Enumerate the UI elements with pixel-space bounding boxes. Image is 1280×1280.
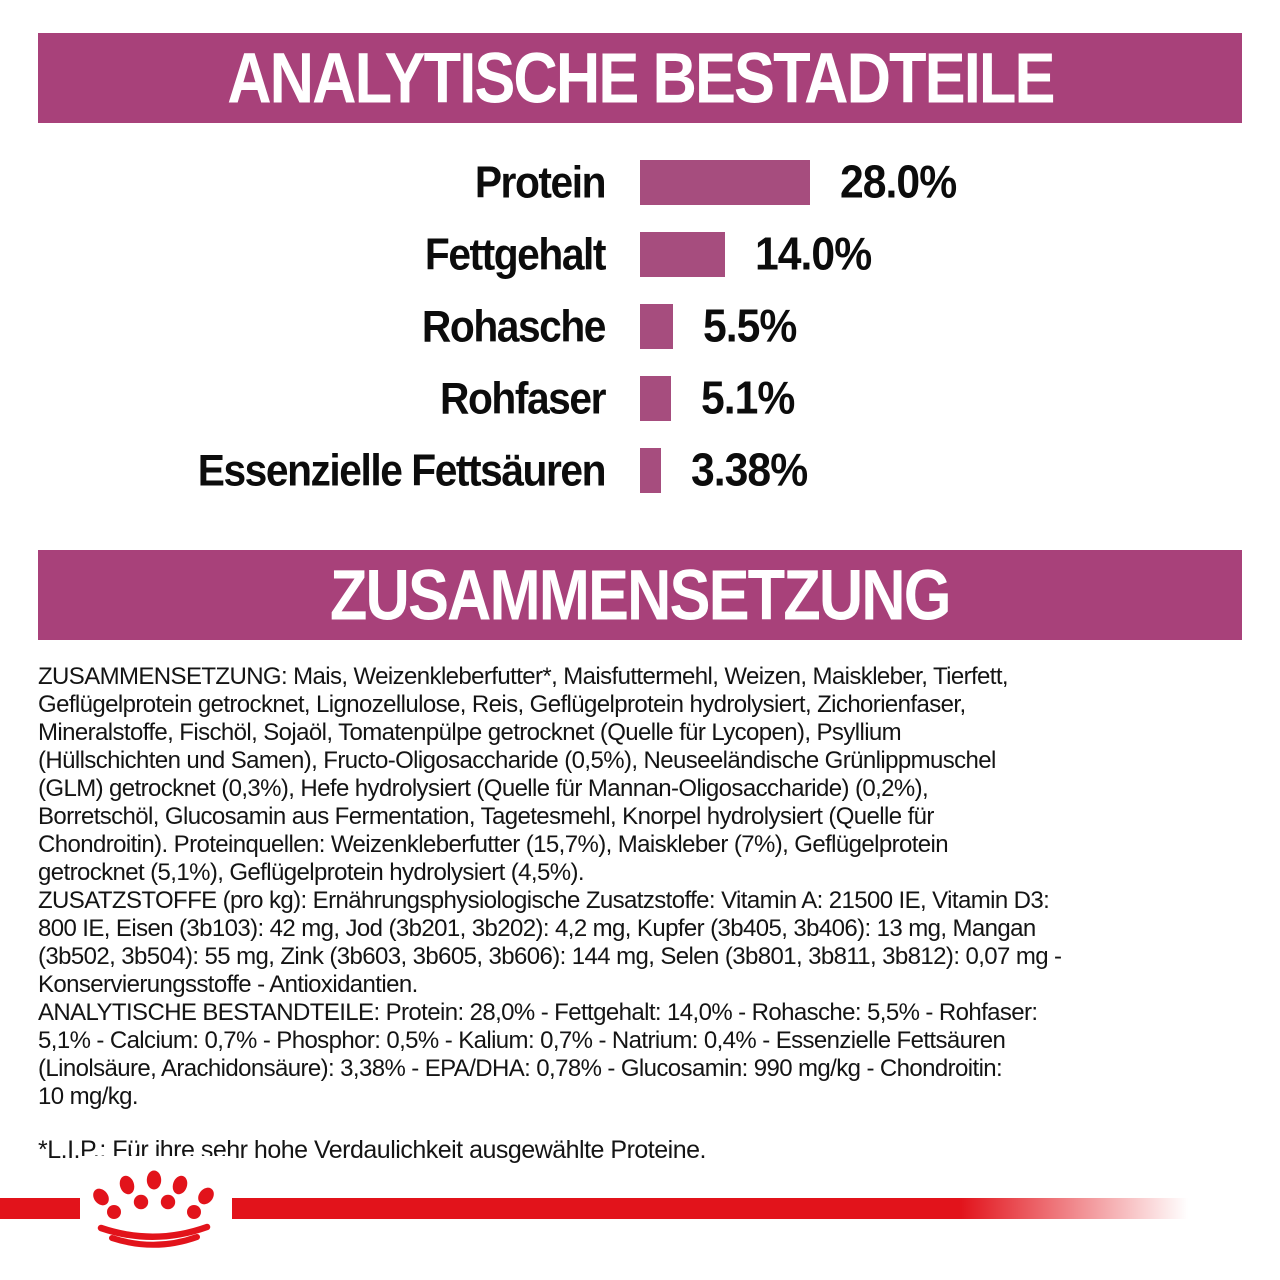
- body-line: ZUSATZSTOFFE (pro kg): Ernährungsphysiol…: [38, 887, 1050, 914]
- chart-category-label: Protein: [474, 157, 607, 207]
- body-line: Geflügelprotein getrocknet, Lignozellulo…: [38, 691, 966, 718]
- body-line: (Hüllschichten und Samen), Fructo-Oligos…: [38, 747, 996, 774]
- analytical-section-title: ANALYTISCHE BESTADTEILE: [226, 37, 1055, 119]
- chart-row: Rohasche 5.5%: [0, 300, 1280, 351]
- analytical-section-header: ANALYTISCHE BESTADTEILE: [38, 33, 1242, 123]
- body-line: 5,1% - Calcium: 0,7% - Phosphor: 0,5% - …: [38, 1027, 1006, 1054]
- chart-value-label: 5.1%: [701, 372, 795, 424]
- body-line: 800 IE, Eisen (3b103): 42 mg, Jod (3b201…: [38, 915, 1036, 942]
- brand-stripe: [0, 1198, 1200, 1219]
- body-line: 10 mg/kg.: [38, 1083, 139, 1110]
- body-line: (Linolsäure, Arachidonsäure): 3,38% - EP…: [38, 1055, 1003, 1082]
- chart-value-label: 3.38%: [691, 444, 808, 496]
- composition-body-text: ZUSAMMENSETZUNG: Mais, Weizenkleberfutte…: [38, 663, 1242, 1111]
- body-line: Chondroitin). Proteinquellen: Weizenkleb…: [38, 831, 949, 858]
- chart-value-label: 5.5%: [703, 300, 797, 352]
- body-line: ANALYTISCHE BESTANDTEILE: Protein: 28,0%…: [38, 999, 1038, 1026]
- body-line: Borretschöl, Glucosamin aus Fermentation…: [38, 803, 934, 830]
- chart-row: Protein 28.0%: [0, 156, 1280, 207]
- chart-bar: [640, 304, 673, 349]
- chart-row: Fettgehalt 14.0%: [0, 228, 1280, 279]
- chart-bar: [640, 160, 810, 205]
- body-line: getrocknet (5,1%), Geflügelprotein hydro…: [38, 859, 585, 886]
- analytical-chart: Protein 28.0% Fettgehalt 14.0% Rohasche …: [0, 156, 1280, 520]
- chart-value-label: 28.0%: [840, 156, 957, 208]
- composition-section-title: ZUSAMMENSETZUNG: [330, 554, 952, 636]
- chart-bar: [640, 376, 671, 421]
- chart-bar: [640, 448, 661, 493]
- body-line: ZUSAMMENSETZUNG: Mais, Weizenkleberfutte…: [38, 663, 1009, 690]
- chart-value-label: 14.0%: [755, 228, 872, 280]
- body-line: Konservierungsstoffe - Antioxidantien.: [38, 971, 418, 998]
- chart-row: Rohfaser 5.1%: [0, 372, 1280, 423]
- chart-category-label: Fettgehalt: [424, 229, 607, 279]
- composition-section-header: ZUSAMMENSETZUNG: [38, 550, 1242, 640]
- chart-category-label: Rohasche: [421, 301, 607, 351]
- chart-bar: [640, 232, 725, 277]
- chart-row: Essenzielle Fettsäuren 3.38%: [0, 444, 1280, 495]
- chart-category-label: Essenzielle Fettsäuren: [197, 445, 607, 495]
- body-line: (GLM) getrocknet (0,3%), Hefe hydrolysie…: [38, 775, 929, 802]
- royal-canin-logo: [80, 1156, 232, 1252]
- royal-canin-crown-icon: [93, 1170, 214, 1248]
- chart-category-label: Rohfaser: [440, 373, 606, 423]
- body-line: (3b502, 3b504): 55 mg, Zink (3b603, 3b60…: [38, 943, 1062, 970]
- body-line: Mineralstoffe, Fischöl, Sojaöl, Tomatenp…: [38, 719, 902, 746]
